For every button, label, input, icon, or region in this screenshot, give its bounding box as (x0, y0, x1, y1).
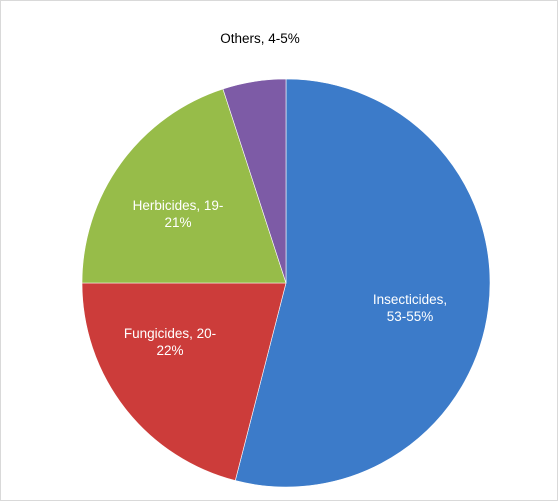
slice-label-insecticides: Insecticides, 53-55% (373, 292, 447, 324)
pie-slice-herbicides (81, 88, 287, 284)
pie-labels: Insecticides, 53-55% Fungicides, 20-22% Her… (124, 31, 447, 358)
slice-label-herbicides: Herbicides, 19-21% (133, 198, 224, 230)
pie-slice-others (222, 78, 287, 284)
slice-label-others: Others, 4-5% (220, 31, 300, 46)
pie-slice-insecticides (234, 78, 491, 488)
pie-slice-fungicides (81, 282, 287, 481)
slice-label-fungicides: Fungicides, 20-22% (124, 326, 216, 358)
pie-slices (81, 78, 491, 488)
